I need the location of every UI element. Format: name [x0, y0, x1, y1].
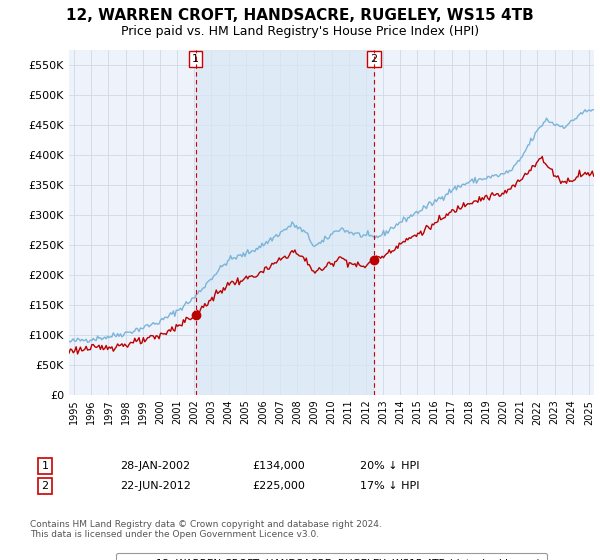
Text: 20% ↓ HPI: 20% ↓ HPI — [360, 461, 419, 471]
Text: £134,000: £134,000 — [252, 461, 305, 471]
Text: Contains HM Land Registry data © Crown copyright and database right 2024.
This d: Contains HM Land Registry data © Crown c… — [30, 520, 382, 539]
Text: 22-JUN-2012: 22-JUN-2012 — [120, 481, 191, 491]
Bar — [196, 50, 374, 395]
Text: 17% ↓ HPI: 17% ↓ HPI — [360, 481, 419, 491]
Text: Price paid vs. HM Land Registry's House Price Index (HPI): Price paid vs. HM Land Registry's House … — [121, 25, 479, 38]
Text: 2: 2 — [370, 54, 377, 64]
Text: 12, WARREN CROFT, HANDSACRE, RUGELEY, WS15 4TB: 12, WARREN CROFT, HANDSACRE, RUGELEY, WS… — [66, 8, 534, 24]
Text: 1: 1 — [41, 461, 49, 471]
Text: 2: 2 — [41, 481, 49, 491]
Text: £225,000: £225,000 — [252, 481, 305, 491]
Text: 28-JAN-2002: 28-JAN-2002 — [120, 461, 190, 471]
Text: 1: 1 — [192, 54, 199, 64]
Legend: 12, WARREN CROFT, HANDSACRE, RUGELEY, WS15 4TB (detached house), HPI: Average pr: 12, WARREN CROFT, HANDSACRE, RUGELEY, WS… — [116, 553, 547, 560]
